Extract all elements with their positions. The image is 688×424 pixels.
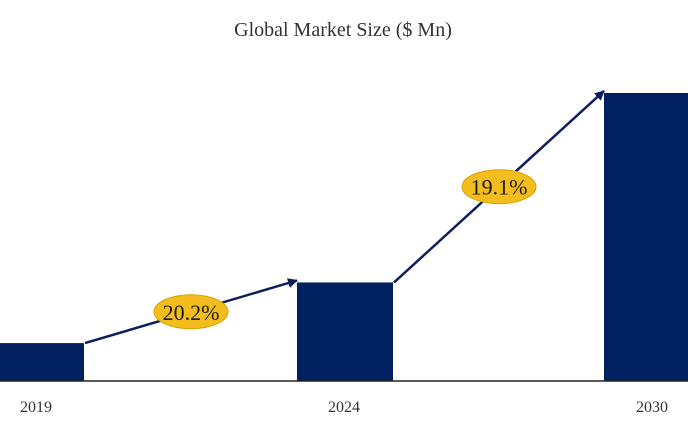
x-tick-label-2024: 2024 (328, 399, 360, 416)
bars-layer (0, 92, 688, 382)
growth-arrows-layer: 20.2% 19.1% (84, 90, 605, 345)
x-axis-ticks: 2019 2024 2030 (20, 399, 668, 416)
cagr-badge-2019-2024: 20.2% (153, 294, 229, 330)
cagr-label: 20.2% (163, 300, 220, 325)
bar-2024 (297, 282, 393, 381)
x-tick-label-2030: 2030 (636, 399, 668, 416)
cagr-badge-2024-2030: 19.1% (461, 169, 537, 205)
bar-2019 (0, 343, 84, 381)
cagr-badge-shape (153, 294, 229, 330)
cagr-badge-shape (461, 169, 537, 205)
cagr-label: 19.1% (471, 175, 528, 200)
chart-title: Global Market Size ($ Mn) (234, 19, 452, 41)
bar-2030 (604, 92, 688, 382)
x-tick-label-2019: 2019 (20, 399, 52, 416)
